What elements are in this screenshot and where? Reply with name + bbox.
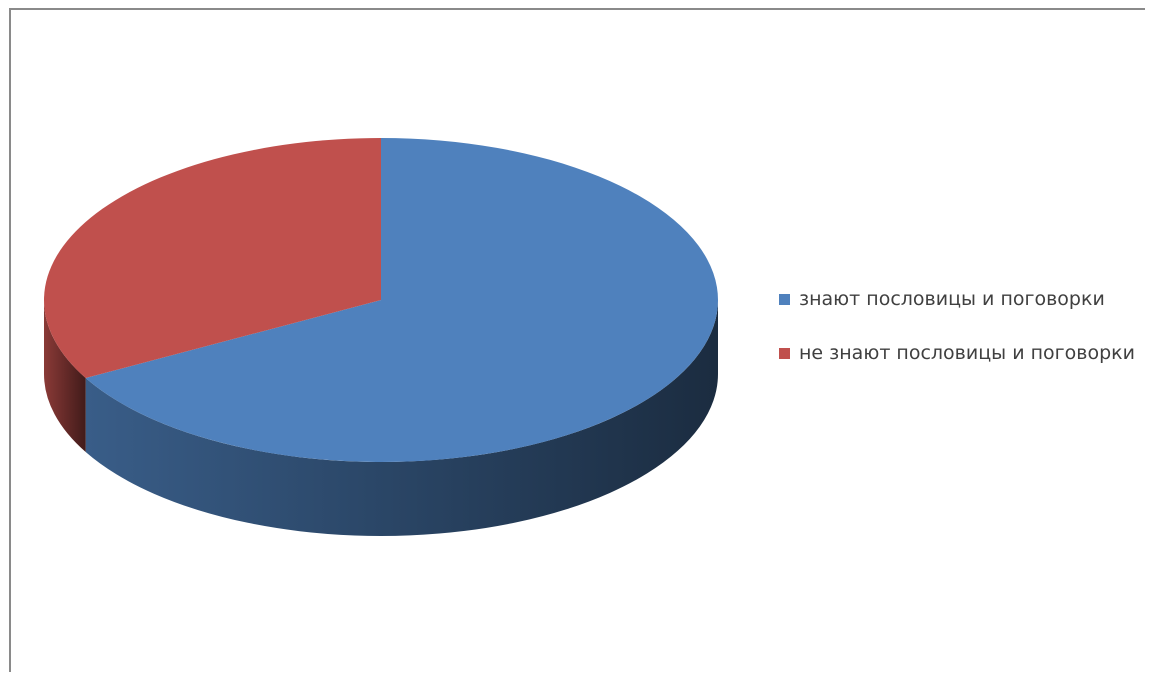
legend-swatch <box>779 348 790 359</box>
legend-label: не знают пословицы и поговорки <box>799 342 1135 364</box>
pie-side-1 <box>44 300 86 453</box>
pie-side-0 <box>85 300 719 536</box>
pie-top-faces <box>44 138 719 462</box>
legend-item: не знают пословицы и поговорки <box>779 340 1149 367</box>
chart-area: знают пословицы и поговорки не знают посл… <box>9 8 1145 672</box>
legend-swatch <box>779 294 790 305</box>
pie-slice-1 <box>44 138 382 379</box>
pie-side-walls <box>44 300 719 536</box>
legend-item: знают пословицы и поговорки <box>779 286 1149 313</box>
pie-slice-0 <box>85 138 719 462</box>
legend: знают пословицы и поговорки не знают посл… <box>779 286 1149 367</box>
pie-chart <box>44 138 719 536</box>
legend-label: знают пословицы и поговорки <box>799 288 1105 310</box>
